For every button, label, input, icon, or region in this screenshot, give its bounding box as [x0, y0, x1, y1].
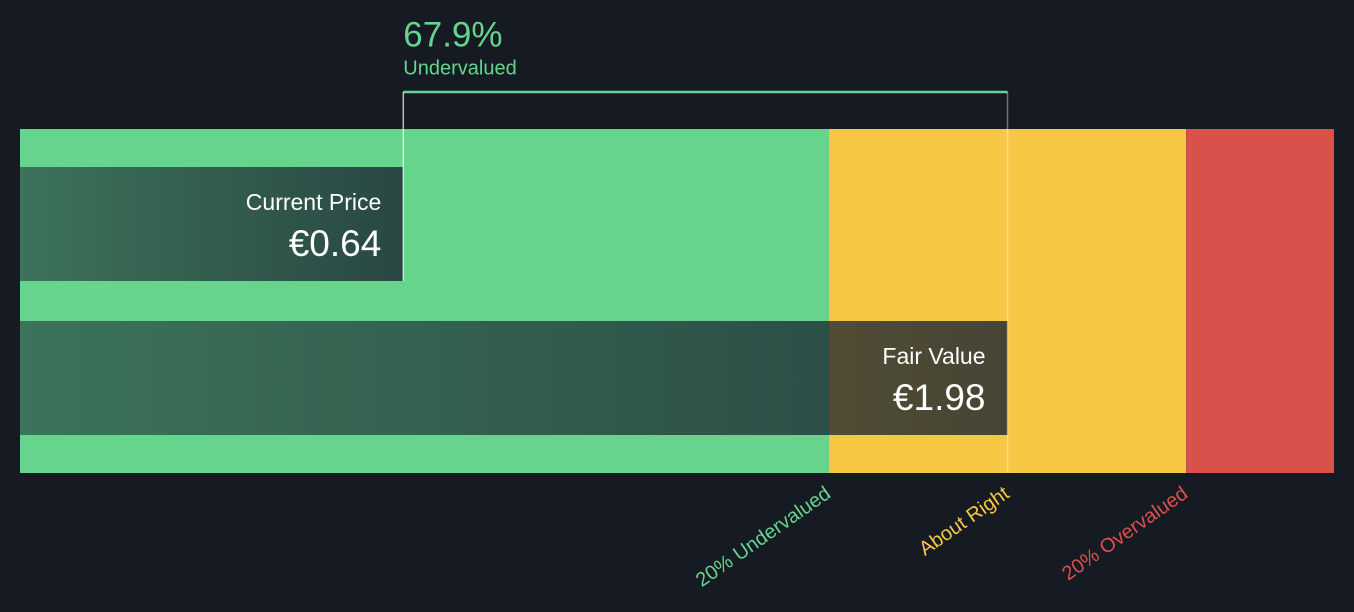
price-bar — [20, 167, 404, 281]
price-bar — [20, 321, 1008, 435]
threshold-label: 20% Undervalued — [692, 482, 835, 591]
discount-text: Undervalued — [403, 57, 516, 79]
bar-value: €1.98 — [893, 377, 986, 418]
discount-value: 67.9% — [403, 15, 502, 54]
bar-value: €0.64 — [289, 223, 382, 264]
zone-overvalued — [1186, 129, 1334, 473]
threshold-label: 20% Overvalued — [1058, 482, 1192, 585]
threshold-label: About Right — [915, 482, 1014, 560]
bar-name: Fair Value — [882, 343, 985, 369]
bar-name: Current Price — [246, 189, 381, 215]
